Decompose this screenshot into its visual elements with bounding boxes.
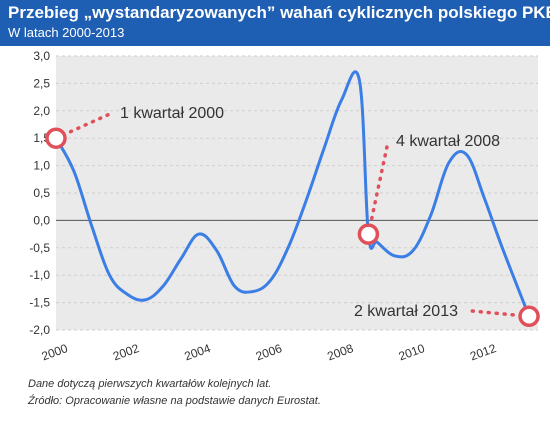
series-line [54,70,531,317]
y-tick-label: 3,0 [33,49,50,63]
chart-title: Przebieg „wystandaryzowanych” wahań cykl… [8,3,550,22]
annotation-marker [45,127,67,149]
annotation-leader [366,140,390,236]
annotation-marker [518,305,540,328]
y-tick-label: 2,0 [33,104,50,118]
chart-subtitle: W latach 2000-2013 [8,25,125,40]
line-chart: 3,02,52,01,51,00,50,0-0,5-1,0-1,5-2,0200… [29,49,540,363]
annotation-label: 2 kwartał 2013 [354,303,458,320]
y-tick-label: -1,0 [29,268,50,282]
annotation-label: 1 kwartał 2000 [120,105,224,122]
x-tick-label: 2008 [325,341,355,363]
y-tick-label: 2,5 [33,76,50,90]
annotation-label: 4 kwartał 2008 [396,133,500,150]
header-bar: Przebieg „wystandaryzowanych” wahań cykl… [0,0,550,46]
y-tick-label: 0,0 [33,213,50,227]
footnote-source: Źródło: Opracowanie własne na podstawie … [28,395,321,407]
y-tick-label: -2,0 [29,323,50,337]
x-tick-label: 2000 [40,341,70,363]
y-tick-label: -0,5 [29,241,50,255]
annotation-marker [357,223,380,245]
x-tick-label: 2002 [111,341,141,363]
y-tick-label: 0,5 [33,186,50,200]
x-tick-label: 2004 [183,341,213,363]
footnote-data-note: Dane dotyczą pierwszych kwartałów kolejn… [28,378,272,390]
x-tick-label: 2006 [254,341,284,363]
x-tick-label: 2010 [397,341,427,363]
x-tick-label: 2012 [468,341,498,363]
y-tick-label: 1,0 [33,159,50,173]
y-tick-label: -1,5 [29,296,50,310]
